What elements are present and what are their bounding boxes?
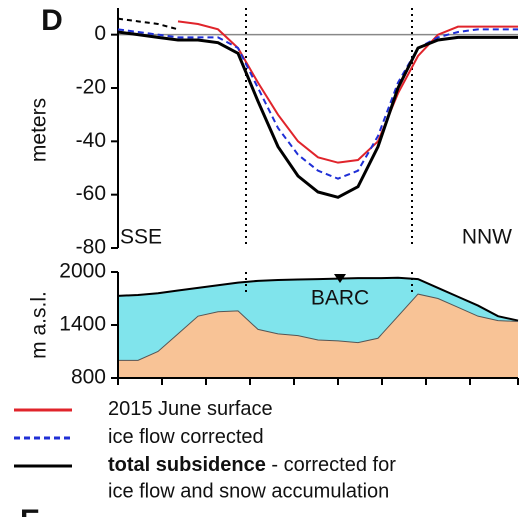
y-tick-label: 2000: [59, 260, 106, 283]
annotation: SSE: [120, 226, 162, 249]
bed-line: [118, 293, 519, 361]
legend-label: 2015 June surface: [108, 398, 273, 420]
surface-line: [117, 276, 519, 322]
series-line: [177, 20, 518, 164]
summit-marker: [334, 274, 346, 283]
ice-area: [118, 277, 518, 361]
y-tick-label: -20: [76, 76, 106, 99]
y-tick-label: -80: [76, 236, 106, 259]
y-tick-label: 800: [71, 366, 106, 389]
y-tick-label: -40: [76, 129, 106, 152]
legend-entry: ice flow corrected: [108, 426, 264, 448]
panel-label: D: [41, 4, 63, 37]
legend-note: ice flow and snow accumulation: [108, 480, 389, 502]
series-line: [117, 28, 518, 180]
legend-label: ice flow corrected: [108, 426, 264, 448]
legend-entry: total subsidence - corrected for: [108, 454, 396, 476]
legend-entry: 2015 June surface: [108, 398, 273, 420]
legend-note: - corrected for: [271, 454, 396, 476]
y-tick-label: -60: [76, 182, 106, 205]
series-line: [117, 30, 518, 199]
y-tick-label: 0: [94, 22, 106, 45]
extension-line: [117, 17, 179, 31]
panel-label: E: [20, 504, 40, 517]
y-axis-label: m a.s.l.: [28, 291, 51, 359]
annotation: BARC: [311, 287, 369, 310]
annotation: NNW: [462, 226, 512, 249]
bed-area: [118, 294, 518, 378]
y-axis-label: meters: [28, 98, 51, 162]
legend-label: total subsidence: [108, 454, 266, 476]
y-tick-label: 1400: [59, 313, 106, 336]
